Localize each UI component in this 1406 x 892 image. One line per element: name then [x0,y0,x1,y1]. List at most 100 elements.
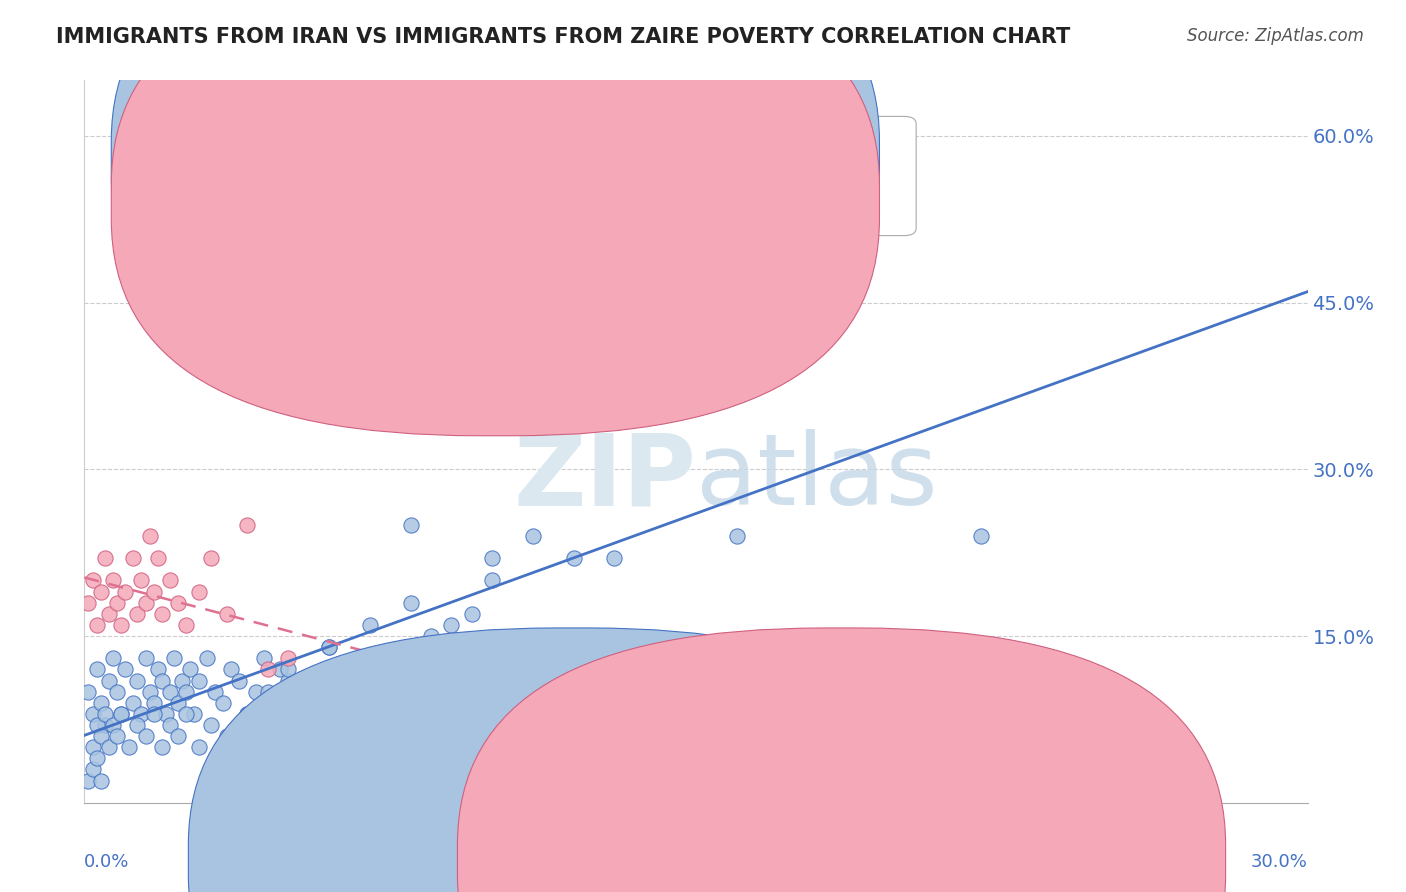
Point [142,696,165,710]
Point [204,684,226,698]
Point [118,740,141,755]
Point [138,684,160,698]
Point [82,763,104,777]
Point [257,662,280,676]
Text: 30.0%: 30.0% [1251,854,1308,871]
Point [82,574,104,588]
Text: 0.0%: 0.0% [84,854,129,871]
Point [86,662,108,676]
Text: IMMIGRANTS FROM IRAN VS IMMIGRANTS FROM ZAIRE POVERTY CORRELATION CHART: IMMIGRANTS FROM IRAN VS IMMIGRANTS FROM … [56,27,1070,46]
Point [114,662,136,676]
Point [90,584,112,599]
Point [359,618,381,632]
Point [127,718,149,732]
Point [77,773,100,788]
Point [562,551,585,566]
Point [172,673,194,688]
Point [212,696,235,710]
Point [122,696,145,710]
Point [603,551,626,566]
Point [318,640,340,655]
Point [90,729,112,743]
Point [167,696,190,710]
Point [82,740,104,755]
FancyBboxPatch shape [188,628,956,892]
Text: ZIP: ZIP [513,429,696,526]
Point [889,218,911,232]
Point [253,651,276,665]
Point [187,740,209,755]
Point [77,684,100,698]
Point [167,729,190,743]
Point [277,651,299,665]
Point [142,706,165,721]
Point [970,529,993,543]
Point [217,729,239,743]
Point [183,706,205,721]
Point [97,740,120,755]
Point [90,696,112,710]
Point [82,706,104,721]
Point [142,584,165,599]
Point [187,673,209,688]
Point [159,574,181,588]
Point [93,551,115,566]
Point [174,706,197,721]
FancyBboxPatch shape [111,0,880,436]
Point [200,718,222,732]
Point [217,607,239,621]
Point [86,718,108,732]
Point [90,773,112,788]
Point [101,651,124,665]
FancyBboxPatch shape [451,117,917,235]
Point [97,673,120,688]
Point [150,740,173,755]
Point [174,684,197,698]
Point [135,596,157,610]
Point [135,651,157,665]
Point [219,662,242,676]
Point [127,607,149,621]
Point [522,529,544,543]
Point [105,729,128,743]
Point [318,640,340,655]
Point [380,673,402,688]
Point [127,673,149,688]
Point [138,529,160,543]
Point [339,662,361,676]
Point [101,718,124,732]
Text: atlas: atlas [696,429,938,526]
Text: Source: ZipAtlas.com: Source: ZipAtlas.com [1187,27,1364,45]
Point [399,651,422,665]
Point [236,706,259,721]
Point [159,684,181,698]
Point [399,517,422,532]
Point [461,607,484,621]
Point [195,651,218,665]
Point [228,673,250,688]
Point [481,574,503,588]
Point [260,696,283,710]
Point [163,651,186,665]
Point [86,618,108,632]
Point [245,684,267,698]
Point [110,706,132,721]
Point [187,584,209,599]
Point [318,662,340,676]
Text: R = -0.144   N = 30: R = -0.144 N = 30 [531,193,738,211]
FancyBboxPatch shape [111,0,880,392]
Point [277,662,299,676]
Point [114,584,136,599]
Point [97,607,120,621]
Point [146,551,169,566]
Point [110,618,132,632]
Point [399,596,422,610]
FancyBboxPatch shape [457,628,1226,892]
Point [298,684,321,698]
Point [150,673,173,688]
Point [236,517,259,532]
Text: Immigrants from Iran: Immigrants from Iran [598,848,790,866]
Text: Immigrants from Zaire: Immigrants from Zaire [868,848,1070,866]
Point [150,607,173,621]
Point [159,718,181,732]
